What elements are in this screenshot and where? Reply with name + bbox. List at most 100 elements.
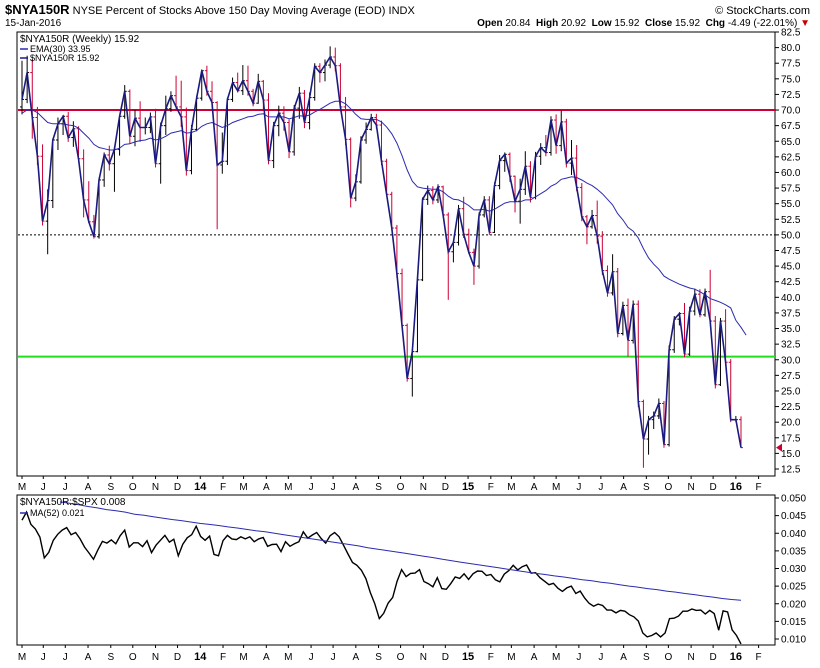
ratio-x-tick-label: J <box>331 652 336 663</box>
ratio-x-tick-label: F <box>488 652 494 663</box>
ratio-x-tick-label: S <box>375 652 382 663</box>
ratio-x-tick-label: J <box>309 652 314 663</box>
high-label: High <box>536 18 559 29</box>
price-y-tick-label: 77.5 <box>781 59 801 70</box>
price-x-tick-label: N <box>152 482 159 493</box>
ratio-y-tick-label: 0.030 <box>781 564 806 575</box>
ratio-x-tick-label: 14 <box>194 651 207 663</box>
price-x-tick-label: J <box>331 482 336 493</box>
price-x-tick-label: M <box>552 482 560 493</box>
price-y-tick-label: 65.0 <box>781 137 801 148</box>
price-x-tick-label: N <box>687 482 694 493</box>
ratio-y-tick-label: 0.045 <box>781 511 806 522</box>
price-y-tick-label: 22.5 <box>781 402 801 413</box>
price-x-tick-label: M <box>18 482 26 493</box>
chg-label: Chg <box>705 18 726 29</box>
ratio-y-tick-label: 0.035 <box>781 546 806 557</box>
price-x-tick-label: M <box>284 482 292 493</box>
price-x-tick-label: F <box>220 482 226 493</box>
price-y-tick-label: 75.0 <box>781 74 801 85</box>
ratio-x-tick-label: N <box>420 652 427 663</box>
price-x-tick-label: D <box>710 482 717 493</box>
low-label: Low <box>591 18 612 29</box>
ratio-x-tick-label: A <box>531 652 538 663</box>
down-arrow-icon: ▼ <box>800 18 810 29</box>
price-y-tick-label: 72.5 <box>781 90 801 101</box>
chart-subheader: 15-Jan-2016 Open 20.84 High 20.92 Low 15… <box>5 18 815 31</box>
price-y-tick-label: 40.0 <box>781 293 801 304</box>
ratio-x-tick-label: M <box>18 652 26 663</box>
ratio-legend-series: $NYA150R:$SPX 0.008 <box>20 497 126 508</box>
ohlc-summary: Open 20.84 High 20.92 Low 15.92 Close 15… <box>477 18 810 29</box>
ratio-x-tick-label: M <box>552 652 560 663</box>
price-y-tick-label: 57.5 <box>781 184 801 195</box>
price-y-tick-label: 17.5 <box>781 433 801 444</box>
price-x-tick-label: O <box>129 482 137 493</box>
price-y-tick-label: 70.0 <box>781 106 801 117</box>
ratio-y-tick-label: 0.025 <box>781 582 806 593</box>
ema-30-line <box>21 100 747 336</box>
price-legend-series: $NYA150R (Weekly) 15.92 <box>20 34 140 45</box>
price-x-tick-label: A <box>352 482 359 493</box>
ratio-x-tick-label: D <box>442 652 449 663</box>
price-x-tick-label: S <box>643 482 650 493</box>
ratio-x-tick-label: M <box>239 652 247 663</box>
close-price-line <box>21 55 742 448</box>
chart-header: $NYA150R NYSE Percent of Stocks Above 15… <box>5 2 815 18</box>
close-label: Close <box>644 18 673 29</box>
ratio-x-tick-label: J <box>598 652 603 663</box>
ratio-x-tick-label: F <box>756 652 762 663</box>
ratio-x-tick-label: M <box>284 652 292 663</box>
ratio-x-tick-label: A <box>263 652 270 663</box>
ratio-x-tick-label: A <box>352 652 359 663</box>
symbol: $NYA150R <box>5 2 70 17</box>
price-x-tick-label: M <box>507 482 515 493</box>
price-x-tick-label: A <box>263 482 270 493</box>
price-x-tick-label: A <box>531 482 538 493</box>
price-y-tick-label: 35.0 <box>781 324 801 335</box>
ratio-x-tick-label: N <box>687 652 694 663</box>
price-y-tick-label: 55.0 <box>781 199 801 210</box>
ratio-x-tick-label: O <box>397 652 405 663</box>
price-panel-frame <box>16 31 776 477</box>
price-y-tick-label: 52.5 <box>781 215 801 226</box>
ratio-x-tick-label: D <box>710 652 717 663</box>
ratio-y-tick-label: 0.050 <box>781 494 806 505</box>
ratio-y-tick-label: 0.010 <box>781 635 806 646</box>
price-x-tick-label: 14 <box>194 481 207 493</box>
open-label: Open <box>477 18 503 29</box>
price-y-tick-label: 50.0 <box>781 230 801 241</box>
ratio-x-tick-label: J <box>41 652 46 663</box>
price-y-tick-label: 37.5 <box>781 308 801 319</box>
low-value: 15.92 <box>614 18 640 29</box>
ratio-panel-frame <box>16 494 776 646</box>
ratio-x-tick-label: A <box>620 652 627 663</box>
price-y-tick-label: 67.5 <box>781 121 801 132</box>
price-x-tick-label: A <box>620 482 627 493</box>
high-value: 20.92 <box>561 18 587 29</box>
price-y-tick-label: 20.0 <box>781 418 801 429</box>
price-x-tick-label: 16 <box>730 481 742 493</box>
price-x-tick-label: S <box>375 482 382 493</box>
open-value: 20.84 <box>505 18 531 29</box>
price-y-tick-label: 80.0 <box>781 43 801 54</box>
price-x-tick-label: J <box>63 482 68 493</box>
ema-legend-label: EMA(30) 33.95 <box>30 44 91 54</box>
ma52-legend-label: MA(52) 0.021 <box>30 508 85 518</box>
ratio-x-tick-label: 16 <box>730 651 742 663</box>
ratio-y-tick-label: 0.020 <box>781 599 806 610</box>
price-x-tick-label: F <box>488 482 494 493</box>
ratio-x-tick-label: F <box>220 652 226 663</box>
description: NYSE Percent of Stocks Above 150 Day Mov… <box>72 5 386 17</box>
chart-date: 15-Jan-2016 <box>5 18 62 29</box>
price-y-tick-label: 82.5 <box>781 28 801 39</box>
ratio-x-tick-label: O <box>129 652 137 663</box>
chg-value: -4.49 (-22.01%) <box>727 18 798 29</box>
last-value-marker <box>776 443 782 452</box>
price-y-tick-label: 62.5 <box>781 152 801 163</box>
price-x-tick-label: D <box>442 482 449 493</box>
price-y-tick-label: 15.0 <box>781 449 801 460</box>
price-y-tick-label: 30.0 <box>781 355 801 366</box>
close-value: 15.92 <box>675 18 701 29</box>
